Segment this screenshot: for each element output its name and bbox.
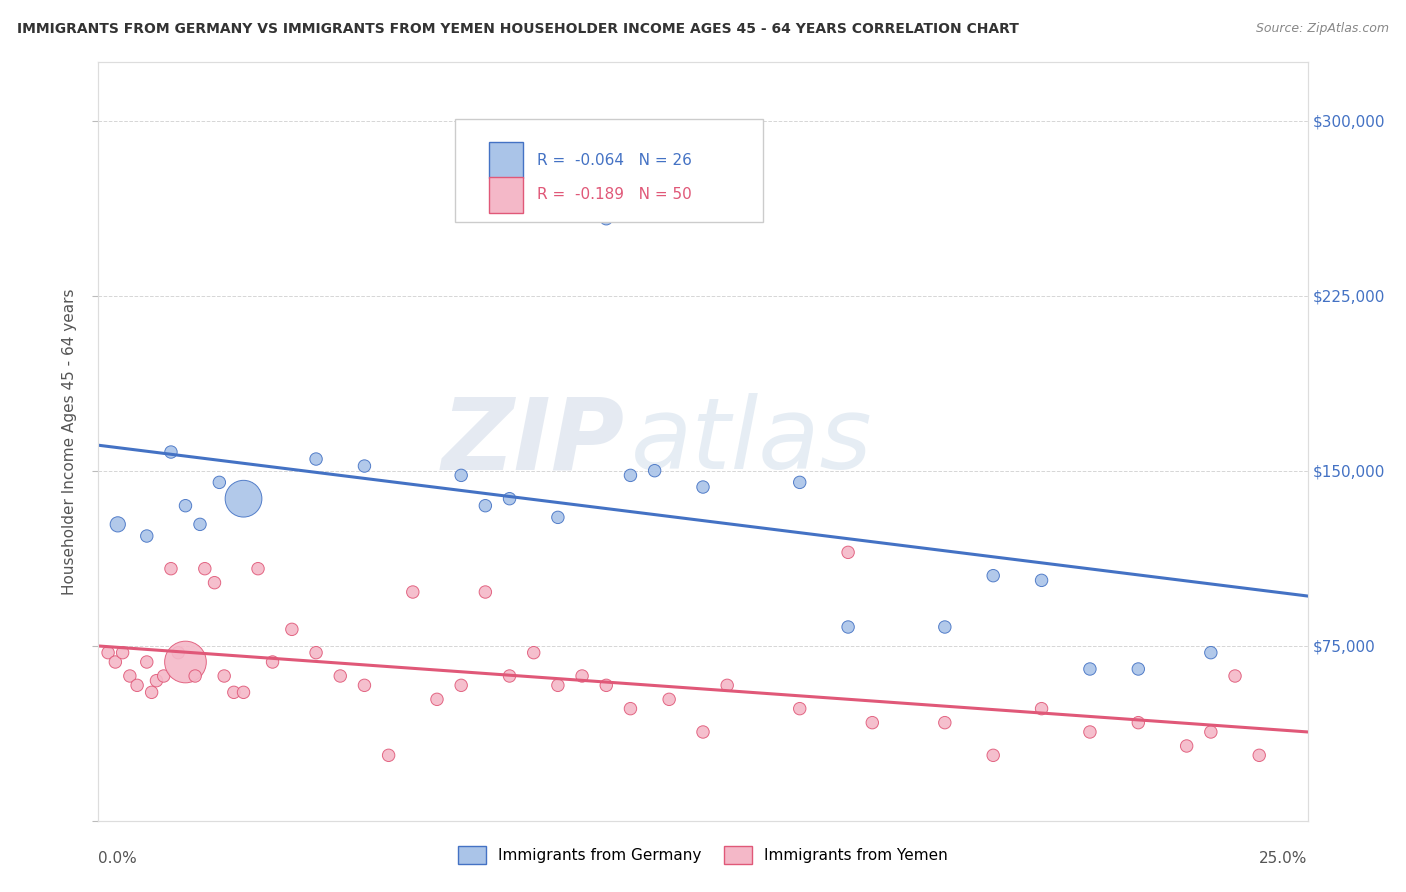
Point: [104, 655, 127, 669]
Point: [107, 517, 129, 532]
Point: [934, 715, 956, 730]
Point: [498, 669, 520, 683]
Point: [837, 545, 859, 559]
Point: [1175, 739, 1198, 753]
Point: [474, 499, 496, 513]
Point: [402, 585, 425, 599]
Point: [644, 464, 666, 478]
Point: [619, 468, 641, 483]
Point: [523, 646, 546, 660]
FancyBboxPatch shape: [489, 142, 523, 178]
Point: [232, 685, 254, 699]
Text: atlas: atlas: [630, 393, 872, 490]
Point: [692, 480, 714, 494]
Point: [377, 748, 399, 763]
Point: [135, 655, 157, 669]
Point: [97, 646, 120, 660]
Point: [1199, 646, 1222, 660]
Text: 25.0%: 25.0%: [1260, 851, 1308, 866]
Point: [1031, 574, 1053, 588]
Point: [184, 669, 207, 683]
Point: [547, 510, 569, 524]
Point: [281, 623, 304, 637]
Text: 0.0%: 0.0%: [98, 851, 138, 866]
Point: [595, 678, 617, 692]
Point: [595, 211, 617, 226]
Point: [135, 529, 157, 543]
Point: [981, 748, 1004, 763]
Point: [1249, 748, 1271, 763]
Point: [305, 646, 328, 660]
Point: [474, 585, 496, 599]
Text: Source: ZipAtlas.com: Source: ZipAtlas.com: [1256, 22, 1389, 36]
Text: IMMIGRANTS FROM GERMANY VS IMMIGRANTS FROM YEMEN HOUSEHOLDER INCOME AGES 45 - 64: IMMIGRANTS FROM GERMANY VS IMMIGRANTS FR…: [17, 22, 1019, 37]
Point: [426, 692, 449, 706]
Point: [450, 468, 472, 483]
Point: [262, 655, 284, 669]
Point: [167, 646, 190, 660]
Point: [498, 491, 520, 506]
Point: [1128, 662, 1150, 676]
FancyBboxPatch shape: [489, 177, 523, 213]
Point: [305, 452, 328, 467]
Point: [145, 673, 167, 688]
Y-axis label: Householder Income Ages 45 - 64 years: Householder Income Ages 45 - 64 years: [62, 288, 77, 595]
Point: [353, 678, 375, 692]
Point: [1199, 725, 1222, 739]
Point: [716, 678, 738, 692]
Point: [160, 562, 183, 576]
Point: [174, 499, 197, 513]
Point: [450, 678, 472, 692]
Point: [981, 568, 1004, 582]
Point: [329, 669, 352, 683]
Point: [160, 445, 183, 459]
Point: [837, 620, 859, 634]
Point: [1128, 715, 1150, 730]
Point: [692, 725, 714, 739]
Point: [127, 678, 149, 692]
Point: [141, 685, 163, 699]
Point: [1078, 725, 1101, 739]
Point: [188, 517, 211, 532]
Point: [247, 562, 270, 576]
Point: [118, 669, 141, 683]
Point: [212, 669, 235, 683]
Point: [152, 669, 174, 683]
Point: [1078, 662, 1101, 676]
Point: [1031, 701, 1053, 715]
Point: [194, 562, 217, 576]
Point: [860, 715, 883, 730]
Text: R =  -0.064   N = 26: R = -0.064 N = 26: [537, 153, 692, 168]
Point: [658, 692, 681, 706]
Point: [740, 188, 762, 202]
Point: [174, 655, 197, 669]
Text: ZIP: ZIP: [441, 393, 624, 490]
Point: [204, 575, 226, 590]
Point: [222, 685, 245, 699]
FancyBboxPatch shape: [456, 120, 763, 221]
Point: [353, 458, 375, 473]
Point: [571, 669, 593, 683]
Point: [208, 475, 231, 490]
Point: [789, 701, 811, 715]
Point: [232, 491, 254, 506]
Point: [1223, 669, 1246, 683]
Text: R =  -0.189   N = 50: R = -0.189 N = 50: [537, 187, 692, 202]
Point: [789, 475, 811, 490]
Legend: Immigrants from Germany, Immigrants from Yemen: Immigrants from Germany, Immigrants from…: [453, 840, 953, 870]
Point: [934, 620, 956, 634]
Point: [547, 678, 569, 692]
Point: [111, 646, 134, 660]
Point: [619, 701, 641, 715]
